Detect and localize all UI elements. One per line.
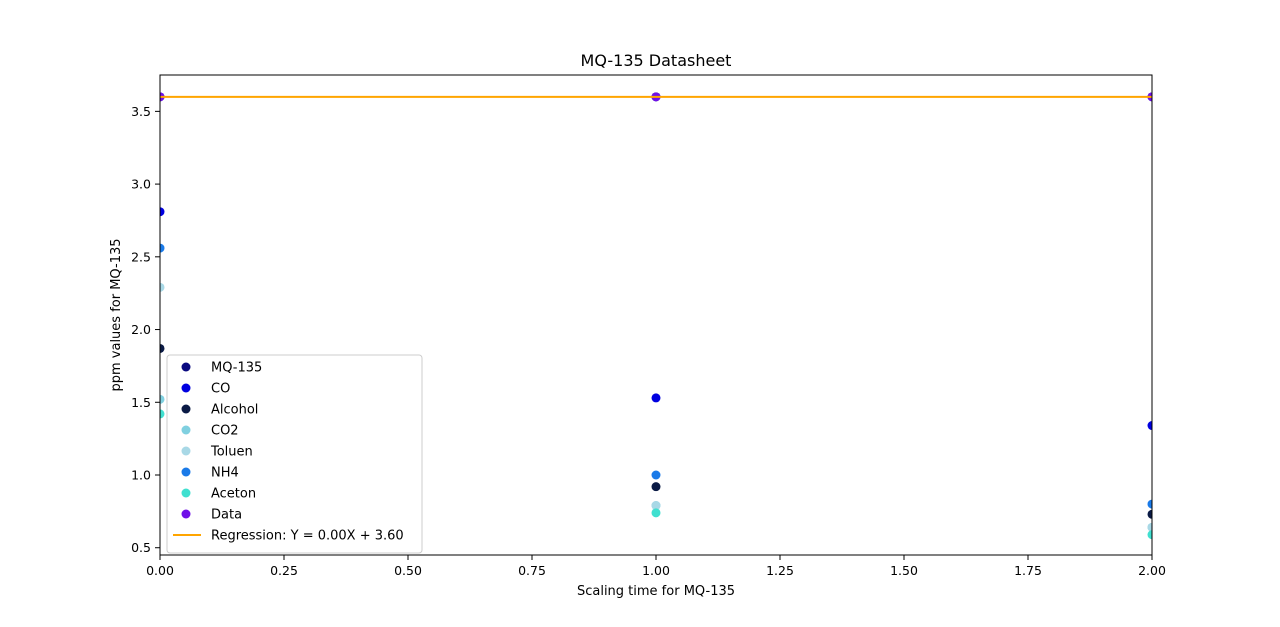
chart-title: MQ-135 Datasheet — [581, 51, 732, 70]
y-tick-label: 1.0 — [131, 468, 151, 483]
point-co-0 — [160, 207, 165, 217]
legend-label: Aceton — [211, 487, 256, 502]
x-tick-label: 1.75 — [1014, 563, 1042, 578]
legend-label: Alcohol — [211, 403, 258, 418]
x-tick-label: 0.75 — [518, 563, 546, 578]
x-tick-label: 2.00 — [1138, 563, 1166, 578]
legend: MQ-135 CO Alcohol CO2 Toluen NH4 Aceton Data Reg… — [166, 354, 423, 554]
x-tick-label: 1.00 — [642, 563, 670, 578]
point-toluen-2 — [1147, 522, 1152, 532]
point-toluen-0 — [160, 282, 165, 292]
point-nh4-2 — [1147, 499, 1152, 509]
y-tick-label: 3.5 — [131, 104, 151, 119]
legend-marker — [181, 404, 191, 414]
y-tick-label: 2.0 — [131, 322, 151, 337]
x-tick-label: 0.25 — [270, 563, 298, 578]
point-co-1 — [651, 393, 661, 403]
x-axis: 0.00 0.25 0.50 0.75 1.00 1.25 1.50 1.75 2.00 — [146, 555, 1166, 578]
x-tick-label: 1.50 — [890, 563, 918, 578]
legend-label: CO — [211, 382, 230, 397]
point-aceton-1 — [651, 508, 661, 518]
point-nh4-0 — [160, 243, 165, 253]
legend-label-regression: Regression: Y = 0.00X + 3.60 — [211, 529, 404, 544]
point-alcohol-1 — [651, 482, 661, 492]
point-alcohol-2 — [1147, 509, 1152, 519]
y-tick-label: 1.5 — [131, 395, 151, 410]
legend-label: NH4 — [211, 466, 239, 481]
y-axis: 0.5 1.0 1.5 2.0 2.5 3.0 3.5 — [131, 104, 160, 555]
legend-box — [166, 354, 423, 554]
legend-marker — [181, 488, 191, 498]
x-tick-label: 0.00 — [146, 563, 174, 578]
x-tick-label: 0.50 — [394, 563, 422, 578]
y-tick-label: 3.0 — [131, 177, 151, 192]
legend-marker — [181, 509, 191, 519]
legend-label: Toluen — [210, 445, 253, 460]
point-toluen-1 — [651, 501, 661, 511]
y-tick-label: 2.5 — [131, 249, 151, 264]
legend-marker — [181, 446, 191, 456]
point-alcohol-0 — [160, 343, 165, 353]
point-co2-0 — [160, 394, 165, 404]
legend-marker — [181, 362, 191, 372]
x-axis-label: Scaling time for MQ-135 — [577, 584, 735, 599]
legend-label: CO2 — [211, 424, 239, 439]
point-nh4-1 — [651, 470, 661, 480]
legend-label: Data — [211, 508, 242, 523]
point-aceton-2 — [1147, 530, 1152, 540]
y-tick-label: 0.5 — [131, 540, 151, 555]
point-aceton-0 — [160, 409, 165, 419]
y-axis-label: ppm values for MQ-135 — [109, 238, 124, 391]
legend-marker — [181, 425, 191, 435]
legend-label: MQ-135 — [211, 361, 262, 376]
legend-marker — [181, 467, 191, 477]
point-co-2 — [1147, 421, 1152, 431]
legend-marker — [181, 383, 191, 393]
x-tick-label: 1.25 — [766, 563, 794, 578]
